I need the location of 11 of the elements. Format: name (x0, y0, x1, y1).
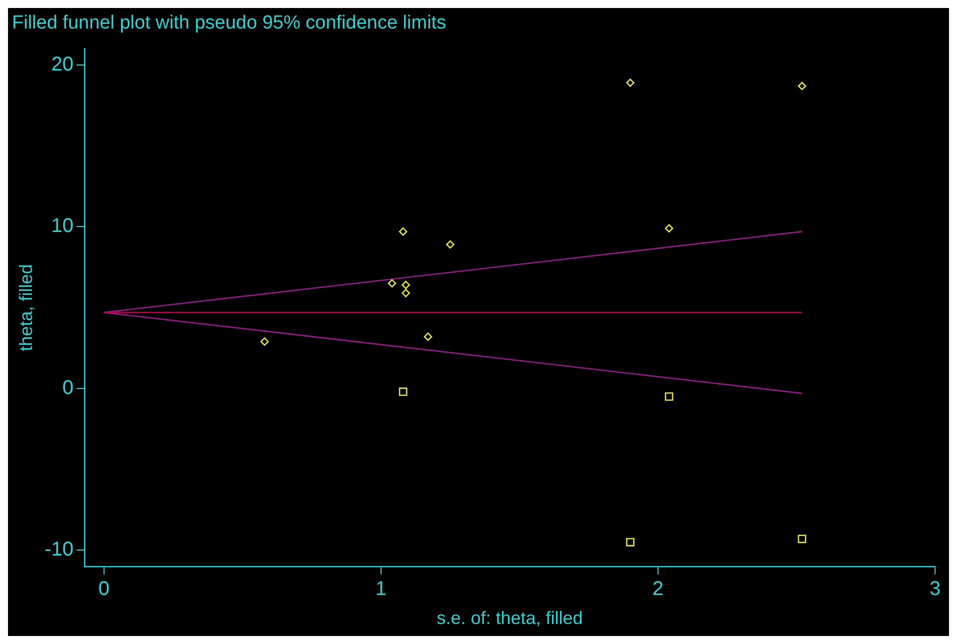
y-tick-label: -10 (44, 538, 74, 561)
x-tick-label: 3 (929, 578, 941, 600)
x-tick-label: 2 (652, 578, 664, 600)
y-tick-label: 20 (51, 53, 74, 76)
x-tick-label: 1 (375, 578, 386, 600)
chart-title: Filled funnel plot with pseudo 95% confidence limits (12, 12, 446, 34)
y-tick-label: 0 (62, 376, 74, 399)
x-axis-title: s.e. of: theta, filled (436, 608, 583, 628)
x-tick-label: 0 (98, 578, 110, 600)
y-axis-title: theta, filled (16, 264, 36, 352)
y-tick-label: 10 (51, 215, 74, 238)
